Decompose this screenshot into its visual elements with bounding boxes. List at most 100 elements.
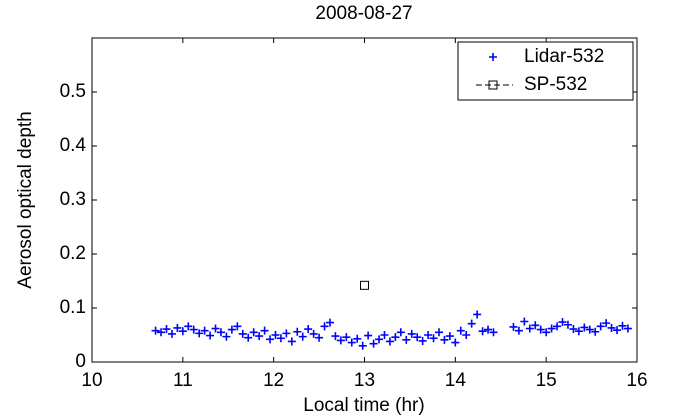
plus-marker xyxy=(244,333,253,342)
plus-marker xyxy=(489,328,498,337)
plus-marker xyxy=(173,323,182,332)
plus-marker xyxy=(369,339,378,348)
plus-marker xyxy=(255,332,264,341)
plus-marker xyxy=(396,328,405,337)
plus-marker xyxy=(298,332,307,341)
plus-marker xyxy=(434,328,443,337)
plus-marker xyxy=(569,325,578,334)
plus-marker xyxy=(282,329,291,338)
plus-marker xyxy=(413,333,422,342)
plus-marker xyxy=(547,324,556,333)
plus-marker xyxy=(266,335,275,344)
x-tick-label: 11 xyxy=(173,370,193,391)
plus-marker xyxy=(206,331,215,340)
plus-marker xyxy=(336,336,345,345)
plus-marker xyxy=(558,318,567,327)
plus-marker xyxy=(211,324,220,333)
x-tick-label: 13 xyxy=(354,370,375,391)
plus-marker xyxy=(353,334,362,343)
plus-marker xyxy=(445,332,454,341)
x-tick-label: 14 xyxy=(445,370,467,391)
square-marker xyxy=(360,280,369,290)
plus-marker xyxy=(195,329,204,338)
plus-marker xyxy=(347,338,356,347)
y-tick-label: 0.2 xyxy=(60,243,86,264)
plus-marker xyxy=(167,329,176,338)
plus-marker xyxy=(162,325,171,334)
plus-marker xyxy=(473,310,482,319)
plus-marker xyxy=(304,325,313,334)
plus-marker xyxy=(602,319,611,328)
y-axis-label: Aerosol optical depth xyxy=(15,111,36,288)
plus-marker xyxy=(451,338,460,347)
plus-marker xyxy=(189,325,198,334)
plus-marker xyxy=(358,341,367,350)
plus-marker xyxy=(623,324,632,333)
plus-marker xyxy=(222,332,231,341)
plus-marker xyxy=(260,326,269,335)
plus-marker xyxy=(287,337,296,346)
plus-marker xyxy=(385,337,394,346)
plus-marker xyxy=(462,331,471,339)
plus-marker xyxy=(509,322,518,331)
plus-marker xyxy=(157,328,166,337)
plus-marker xyxy=(531,321,540,330)
plus-marker xyxy=(440,335,449,344)
y-tick-label: 0 xyxy=(75,351,86,372)
legend-label: SP-532 xyxy=(524,74,587,95)
plus-marker xyxy=(391,333,400,342)
y-tick-label: 0.3 xyxy=(60,189,86,210)
x-tick-label: 16 xyxy=(626,370,647,391)
plus-marker xyxy=(276,334,285,343)
legend-label: Lidar-532 xyxy=(524,46,604,67)
plus-marker xyxy=(364,331,373,340)
plus-marker xyxy=(514,326,523,335)
plus-marker xyxy=(484,325,493,334)
plus-marker xyxy=(309,329,318,338)
legend-marker xyxy=(489,53,497,61)
plus-marker xyxy=(585,325,594,334)
y-tick-label: 0.5 xyxy=(60,81,86,102)
plus-marker xyxy=(574,327,583,336)
plus-marker xyxy=(467,319,476,328)
x-tick-label: 10 xyxy=(81,370,102,391)
plus-marker xyxy=(456,326,465,335)
plus-marker xyxy=(200,326,209,335)
plus-marker xyxy=(429,334,438,343)
plus-marker xyxy=(596,322,605,331)
plus-marker xyxy=(520,317,529,326)
x-tick-label: 12 xyxy=(263,370,284,391)
plus-marker xyxy=(407,329,416,338)
plus-marker xyxy=(325,318,334,327)
plus-marker xyxy=(536,325,545,334)
plus-marker xyxy=(525,324,534,333)
plus-marker xyxy=(380,331,389,339)
plus-marker xyxy=(331,332,340,341)
plus-marker xyxy=(178,327,187,336)
plus-marker xyxy=(184,322,193,331)
plus-marker xyxy=(424,331,433,339)
plus-marker xyxy=(580,323,589,332)
plus-marker xyxy=(418,336,427,345)
legend-marker xyxy=(488,80,498,90)
plus-marker xyxy=(293,327,302,336)
plus-marker xyxy=(227,325,236,334)
plus-marker xyxy=(607,323,616,332)
plus-marker xyxy=(402,335,411,344)
plus-marker xyxy=(151,326,160,335)
plus-marker xyxy=(271,331,280,339)
plus-marker xyxy=(249,328,258,337)
plus-marker xyxy=(618,321,627,330)
plus-marker xyxy=(216,328,225,337)
plus-marker xyxy=(613,326,622,335)
plus-marker xyxy=(315,333,324,342)
plus-marker xyxy=(591,327,600,336)
chart-title: 2008-08-27 xyxy=(315,3,412,24)
plus-marker xyxy=(542,328,551,337)
y-tick-label: 0.1 xyxy=(60,297,86,318)
plus-marker xyxy=(233,322,242,331)
x-axis-label: Local time (hr) xyxy=(303,395,424,416)
plus-marker xyxy=(342,333,351,342)
